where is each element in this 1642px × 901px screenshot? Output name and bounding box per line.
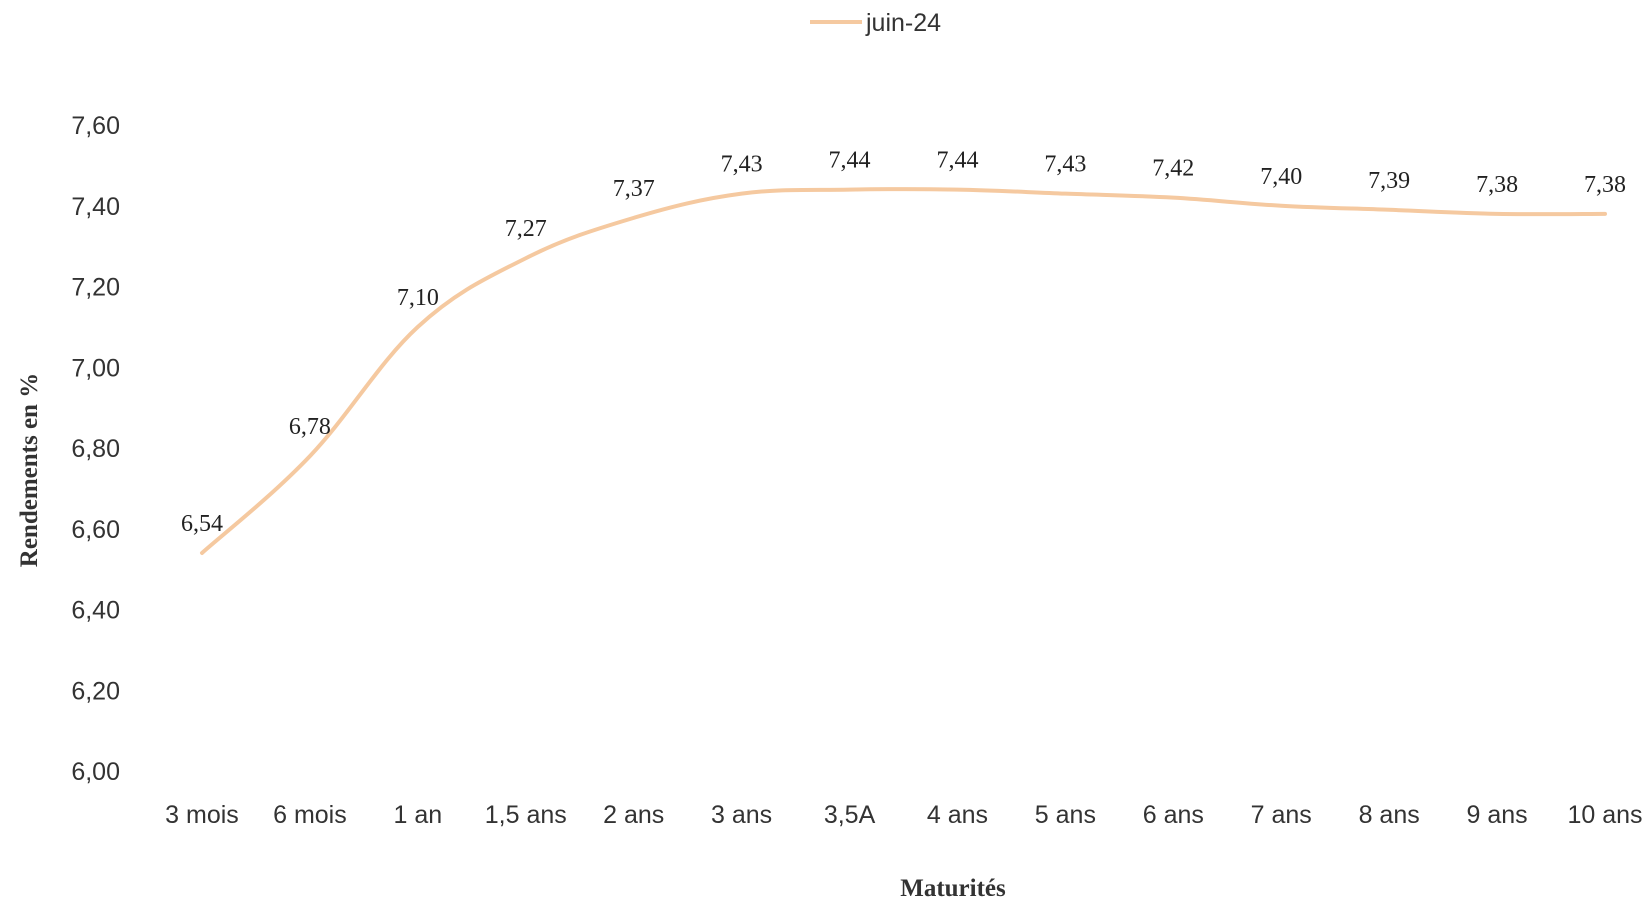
data-label: 7,43 xyxy=(1044,152,1086,178)
data-label: 7,38 xyxy=(1584,172,1626,198)
x-tick-label: 3 mois xyxy=(165,801,239,829)
data-label: 7,40 xyxy=(1260,164,1302,190)
y-tick-label: 7,40 xyxy=(71,193,120,221)
x-tick-label: 4 ans xyxy=(927,801,988,829)
x-tick-label: 1 an xyxy=(394,801,443,829)
x-tick-label: 3 ans xyxy=(711,801,772,829)
legend-label: juin-24 xyxy=(865,9,941,37)
x-axis-title: Maturités xyxy=(900,875,1006,901)
data-label: 7,10 xyxy=(397,285,439,311)
y-tick-label: 6,80 xyxy=(71,435,120,463)
x-tick-label: 6 ans xyxy=(1143,801,1204,829)
x-tick-label: 10 ans xyxy=(1567,801,1642,829)
series-line-juin-24 xyxy=(200,187,1607,555)
y-tick-label: 6,20 xyxy=(71,677,120,705)
x-tick-label: 7 ans xyxy=(1251,801,1312,829)
x-tick-label: 3,5A xyxy=(824,801,876,829)
data-label: 6,54 xyxy=(181,511,223,537)
data-label: 7,44 xyxy=(829,148,871,174)
data-label: 6,78 xyxy=(289,414,331,440)
y-axis-ticks: 6,00 6,20 6,40 6,60 6,80 7,00 7,20 7,40 7,60 xyxy=(71,112,120,786)
x-tick-label: 9 ans xyxy=(1466,801,1527,829)
x-tick-label: 2 ans xyxy=(603,801,664,829)
x-tick-label: 6 mois xyxy=(273,801,347,829)
y-tick-label: 6,00 xyxy=(71,758,120,786)
y-tick-label: 6,40 xyxy=(71,597,120,625)
legend: juin-24 xyxy=(810,9,941,37)
data-label: 7,39 xyxy=(1368,168,1410,194)
data-label: 7,38 xyxy=(1476,172,1518,198)
x-tick-label: 5 ans xyxy=(1035,801,1096,829)
data-labels: 6,54 6,78 7,10 7,27 7,37 7,43 7,44 7,44 7,43 7,42… xyxy=(181,148,1626,537)
y-tick-label: 7,60 xyxy=(71,112,120,140)
y-tick-label: 7,00 xyxy=(71,354,120,382)
y-tick-label: 6,60 xyxy=(71,516,120,544)
data-label: 7,44 xyxy=(936,148,978,174)
data-label: 7,37 xyxy=(613,176,655,202)
x-axis-ticks: 3 mois 6 mois 1 an 1,5 ans 2 ans 3 ans 3,5A 4 a… xyxy=(165,801,1642,829)
data-label: 7,27 xyxy=(505,216,547,242)
y-tick-label: 7,20 xyxy=(71,274,120,302)
y-axis-title: Rendements en % xyxy=(16,373,43,567)
data-label: 7,42 xyxy=(1152,156,1194,182)
x-tick-label: 1,5 ans xyxy=(485,801,567,829)
x-tick-label: 8 ans xyxy=(1359,801,1420,829)
data-label: 7,43 xyxy=(721,152,763,178)
